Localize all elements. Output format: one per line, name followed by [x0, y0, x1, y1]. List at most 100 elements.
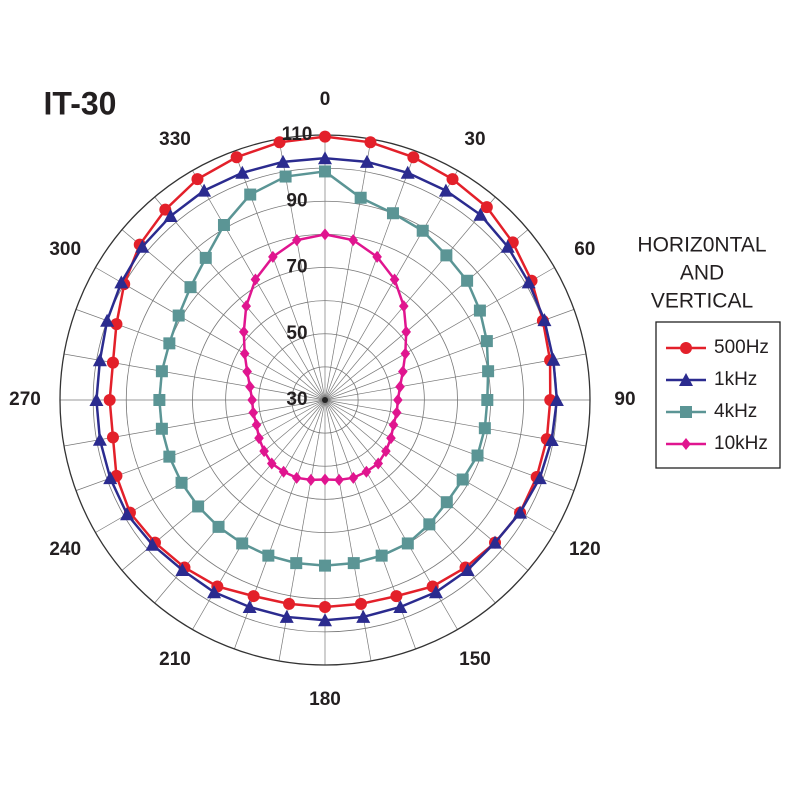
marker [440, 249, 453, 262]
series [238, 228, 412, 486]
marker [145, 537, 160, 551]
angle-label: 30 [464, 129, 485, 150]
marker [279, 609, 294, 623]
marker [135, 239, 150, 253]
marker [242, 599, 257, 613]
marker [238, 325, 249, 338]
marker [679, 373, 693, 386]
marker [306, 473, 316, 486]
marker [680, 406, 692, 418]
marker [163, 209, 178, 223]
marker [283, 597, 296, 610]
marker [461, 274, 474, 287]
marker [513, 505, 528, 519]
legend-label: 10kHz [714, 433, 768, 454]
chart-title: IT-30 [44, 85, 117, 121]
grid-ring [258, 333, 392, 467]
angle-label: 0 [320, 89, 331, 110]
grid-ring [225, 300, 425, 500]
marker [320, 473, 330, 486]
marker [471, 449, 484, 462]
marker [254, 432, 264, 445]
marker [440, 496, 453, 509]
marker [247, 590, 260, 603]
marker [230, 151, 243, 164]
marker [334, 473, 344, 486]
grid-ring [192, 267, 458, 533]
legend-title: HORIZ0NTAL [637, 234, 766, 257]
marker [481, 394, 494, 406]
marker [456, 473, 469, 486]
marker [428, 585, 443, 599]
marker [359, 154, 374, 168]
marker [400, 347, 411, 360]
marker [386, 432, 396, 445]
marker [388, 418, 399, 431]
marker [276, 154, 291, 168]
marker [235, 165, 250, 179]
marker [356, 609, 371, 623]
angle-label: 180 [309, 689, 341, 710]
marker [347, 557, 360, 570]
marker [259, 445, 269, 458]
marker [407, 151, 420, 164]
marker [398, 300, 409, 313]
marker [266, 457, 277, 470]
marker [172, 309, 185, 322]
marker [354, 597, 367, 610]
marker [155, 422, 168, 435]
marker [163, 450, 176, 463]
r-tick-label: 110 [282, 124, 313, 145]
marker [393, 394, 403, 406]
marker [239, 347, 250, 360]
legend-label: 500Hz [714, 337, 769, 358]
marker [416, 224, 429, 237]
r-tick-label: 90 [286, 190, 307, 211]
marker [354, 191, 367, 204]
marker [320, 228, 330, 241]
marker [438, 183, 453, 197]
marker [478, 422, 491, 435]
marker [103, 394, 116, 406]
marker [242, 365, 252, 378]
marker [480, 335, 493, 348]
marker [500, 239, 515, 253]
marker [163, 337, 176, 350]
marker [191, 173, 204, 186]
marker [120, 507, 135, 521]
marker [482, 365, 495, 378]
marker [488, 535, 503, 549]
marker [549, 393, 564, 406]
center-dot [322, 397, 328, 403]
marker [389, 273, 400, 286]
marker [212, 520, 225, 533]
marker [423, 518, 436, 531]
marker [236, 537, 249, 550]
r-tick-label: 30 [286, 389, 307, 410]
marker [401, 537, 414, 550]
marker [398, 365, 408, 378]
marker [393, 599, 408, 613]
marker [155, 365, 168, 378]
marker [391, 406, 402, 419]
marker [92, 353, 107, 367]
marker [291, 471, 302, 484]
marker [480, 201, 493, 214]
marker [546, 352, 561, 366]
angle-label: 60 [574, 239, 595, 260]
marker [446, 173, 459, 186]
marker [192, 500, 205, 513]
marker [250, 273, 261, 286]
r-tick-label: 70 [286, 257, 307, 278]
marker [361, 465, 372, 478]
marker [241, 300, 252, 313]
marker [175, 563, 190, 577]
marker [681, 438, 691, 450]
marker [251, 418, 262, 431]
marker [318, 613, 332, 627]
legend-title: AND [680, 262, 724, 285]
marker [159, 203, 172, 216]
marker [364, 136, 377, 149]
marker [278, 465, 289, 478]
